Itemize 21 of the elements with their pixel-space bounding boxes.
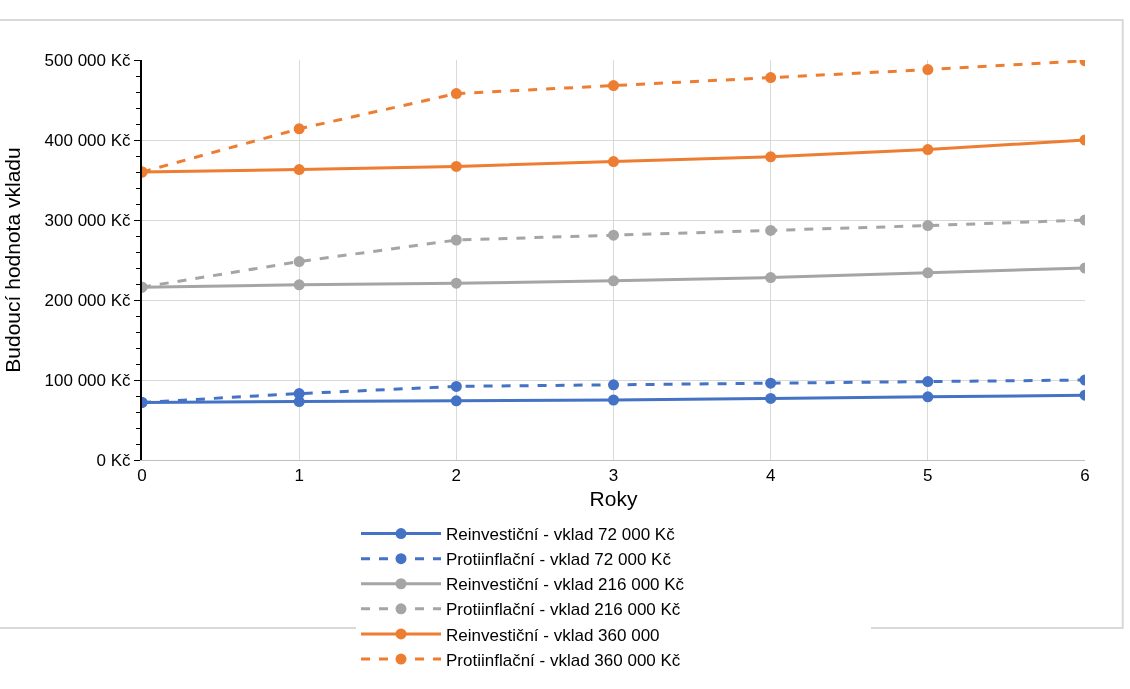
y-tick-label: 300 000 Kč (44, 210, 132, 230)
y-tick-label: 400 000 Kč (44, 130, 132, 150)
x-tick-label: 4 (765, 466, 776, 486)
x-tick-label: 5 (923, 466, 933, 486)
legend-label: Protiinflační - vklad 360 000 Kč (446, 650, 681, 670)
x-tick-label: 2 (451, 466, 462, 486)
y-tick-label: 200 000 Kč (44, 290, 132, 310)
y-axis-title: Budoucí hodnota vkladu (1, 147, 25, 373)
y-tick-label: 100 000 Kč (44, 370, 132, 390)
x-tick-label: 0 (137, 466, 147, 486)
legend-label: Reinvestiční - vklad 216 000 Kč (446, 575, 685, 595)
y-tick-label: 500 000 Kč (44, 50, 132, 70)
x-tick-label: 6 (1080, 466, 1090, 486)
x-tick-label: 3 (608, 466, 619, 486)
legend-label: Protiinflační - vklad 216 000 Kč (446, 600, 681, 620)
legend-label: Reinvestiční - vklad 360 000 (446, 625, 660, 645)
x-tick-label: 1 (294, 466, 304, 486)
x-axis-title: Roky (589, 486, 638, 510)
legend-label: Protiinflační - vklad 72 000 Kč (446, 550, 672, 570)
legend-label: Reinvestiční - vklad 72 000 Kč (446, 525, 676, 545)
y-tick-label: 0 Kč (96, 450, 132, 470)
